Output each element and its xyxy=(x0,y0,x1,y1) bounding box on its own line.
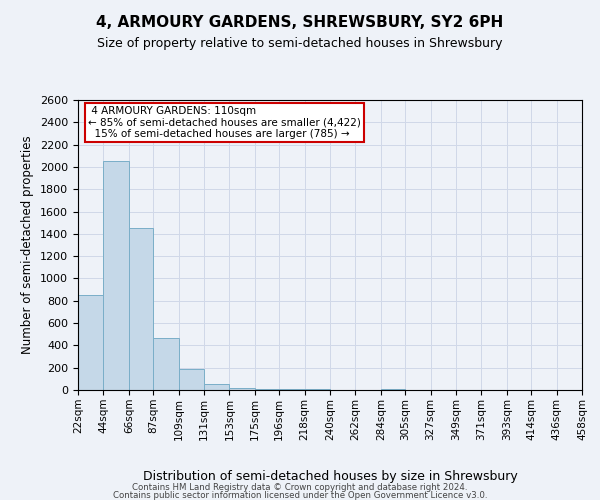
Y-axis label: Number of semi-detached properties: Number of semi-detached properties xyxy=(22,136,34,354)
Bar xyxy=(129,228,153,390)
Bar xyxy=(255,389,279,390)
Bar xyxy=(179,369,204,390)
Text: Distribution of semi-detached houses by size in Shrewsbury: Distribution of semi-detached houses by … xyxy=(143,470,517,483)
Text: 4 ARMOURY GARDENS: 110sqm
← 85% of semi-detached houses are smaller (4,422)
  15: 4 ARMOURY GARDENS: 110sqm ← 85% of semi-… xyxy=(88,106,361,139)
Text: Size of property relative to semi-detached houses in Shrewsbury: Size of property relative to semi-detach… xyxy=(97,38,503,51)
Bar xyxy=(229,388,255,390)
Bar xyxy=(78,295,103,390)
Bar xyxy=(153,338,179,390)
Bar xyxy=(204,384,229,390)
Text: Contains public sector information licensed under the Open Government Licence v3: Contains public sector information licen… xyxy=(113,491,487,500)
Text: 4, ARMOURY GARDENS, SHREWSBURY, SY2 6PH: 4, ARMOURY GARDENS, SHREWSBURY, SY2 6PH xyxy=(97,15,503,30)
Text: Contains HM Land Registry data © Crown copyright and database right 2024.: Contains HM Land Registry data © Crown c… xyxy=(132,484,468,492)
Bar xyxy=(103,162,129,390)
